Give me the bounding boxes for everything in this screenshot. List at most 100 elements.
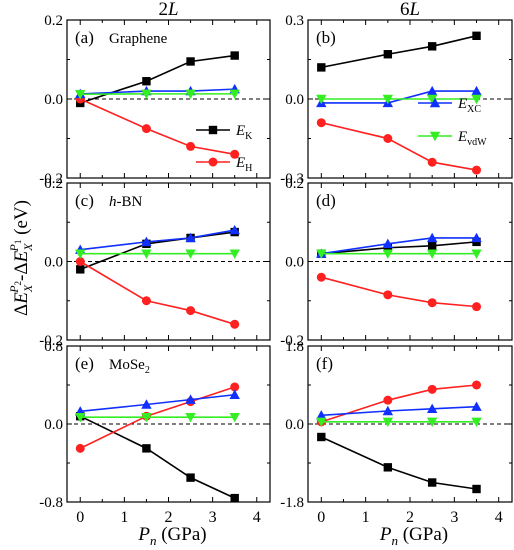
- data-point-EvdW: [229, 412, 240, 423]
- data-point-EXC: [382, 238, 394, 249]
- y-axis-label-part: -Δ: [11, 262, 32, 281]
- data-point-EvdW: [382, 94, 394, 105]
- y-axis-label-part: P: [7, 285, 21, 294]
- data-point-EK: [472, 31, 481, 40]
- y-tick-label: 0.0: [44, 417, 63, 433]
- panel-label: (d): [316, 191, 336, 210]
- data-point-EK: [383, 50, 393, 59]
- data-point-EH: [230, 149, 240, 159]
- data-point-EH: [230, 382, 240, 392]
- series-line-EH: [79, 386, 235, 450]
- column-title-number: 2: [158, 0, 168, 20]
- y-tick-label: -1.8: [280, 495, 304, 511]
- y-tick-label: 0.0: [44, 92, 63, 108]
- legend-sub: H: [245, 163, 252, 174]
- data-point-EH: [186, 306, 196, 316]
- data-point-EH: [141, 124, 151, 134]
- y-tick-label: 0.2: [44, 176, 63, 192]
- data-point-EXC: [471, 232, 482, 243]
- data-point-EXC: [185, 232, 196, 243]
- data-point-EH: [75, 443, 85, 453]
- data-point-EH: [427, 298, 437, 308]
- data-point-EvdW: [316, 249, 327, 259]
- data-point-EK: [427, 42, 437, 51]
- legend-marker: [429, 97, 441, 108]
- data-point-EH: [75, 257, 85, 266]
- x-tick-label: 3: [209, 509, 217, 526]
- y-tick-label: -0.2: [39, 171, 63, 187]
- data-point-EK: [142, 444, 151, 453]
- y-tick-label: -0.2: [39, 333, 63, 349]
- panel-3: -0.2 0.0 0.2 (d): [280, 176, 513, 349]
- legend-marker: [208, 157, 218, 167]
- y-tick-label: -0.2: [280, 333, 304, 349]
- data-point-EH: [472, 165, 482, 175]
- data-point-EH: [472, 380, 482, 390]
- data-point-EXC: [141, 236, 152, 247]
- x-tick-label: 1: [362, 509, 370, 526]
- legend-sub: vdW: [467, 137, 487, 148]
- data-point-EvdW: [75, 90, 86, 100]
- series-line-EXC: [321, 237, 477, 255]
- data-point-EXC: [185, 394, 196, 404]
- column-title: 6L: [400, 0, 420, 20]
- y-axis-label-part: 1: [13, 240, 23, 245]
- data-point-EvdW: [316, 417, 327, 428]
- legend-symbol: E: [235, 155, 245, 171]
- series-line-EK: [79, 54, 235, 104]
- x-axis-label-part: P: [379, 524, 392, 545]
- panel-label: (a): [75, 28, 94, 47]
- y-axis-label: ΔEXP2-ΔEXP1 (eV): [7, 200, 35, 316]
- panel-annotation: MoSe2: [109, 357, 150, 376]
- data-point-EvdW: [141, 249, 152, 259]
- data-point-EK: [186, 57, 195, 66]
- y-axis-label-part: E: [11, 292, 32, 305]
- legend-marker: [208, 125, 218, 135]
- data-point-EvdW: [75, 412, 86, 423]
- legend-sub: K: [245, 131, 253, 142]
- data-point-EvdW: [185, 89, 196, 100]
- x-axis-label-part: n: [150, 533, 157, 548]
- series-line-EXC: [80, 393, 235, 413]
- data-point-EK: [76, 265, 85, 274]
- panel-label: (b): [316, 28, 336, 47]
- series-line-EH: [79, 98, 235, 156]
- series-line-EH: [79, 260, 235, 326]
- y-tick-label: -0.3: [280, 171, 304, 187]
- x-tick-label: 4: [495, 509, 503, 526]
- series-line-EXC: [321, 90, 477, 104]
- annotation-part: h: [109, 194, 117, 210]
- x-tick-label: 1: [120, 509, 128, 526]
- data-point-EvdW: [382, 417, 394, 428]
- x-axis-label-part: P: [137, 524, 150, 545]
- column-title: 2L: [158, 0, 178, 20]
- series-line-EH: [321, 384, 477, 423]
- data-point-EvdW: [141, 412, 152, 423]
- series-line-EH: [321, 276, 477, 308]
- data-point-EK: [230, 51, 239, 60]
- x-tick-label: 0: [317, 509, 325, 526]
- data-point-EvdW: [471, 94, 482, 105]
- panel-annotation: Graphene: [109, 31, 168, 47]
- data-point-EvdW: [229, 89, 240, 100]
- data-point-EH: [472, 302, 482, 312]
- data-point-EXC: [426, 85, 438, 96]
- data-point-EH: [316, 272, 326, 282]
- panel-label: (c): [75, 191, 94, 210]
- y-axis-label-part: (eV): [11, 200, 32, 240]
- y-tick-label: 0.0: [285, 255, 304, 271]
- data-point-EH: [427, 384, 437, 394]
- x-axis-label: Pn (GPa): [379, 524, 448, 548]
- legend-symbol: E: [457, 96, 467, 112]
- panel-4: 0 1 2 3 4-0.80.00.8(e) MoSe2: [39, 339, 271, 526]
- y-tick-label: 0.2: [285, 176, 304, 192]
- legend-entry-EvdW: EvdW: [457, 129, 487, 148]
- data-point-EvdW: [141, 89, 152, 100]
- series-line-EH: [321, 121, 477, 171]
- y-axis-label-part: 2: [13, 281, 23, 286]
- data-point-EXC: [382, 405, 394, 416]
- series-line-EXC: [321, 405, 477, 417]
- y-tick-label: 0.0: [285, 417, 304, 433]
- data-point-EXC: [471, 85, 482, 96]
- column-title-letter: L: [167, 0, 179, 20]
